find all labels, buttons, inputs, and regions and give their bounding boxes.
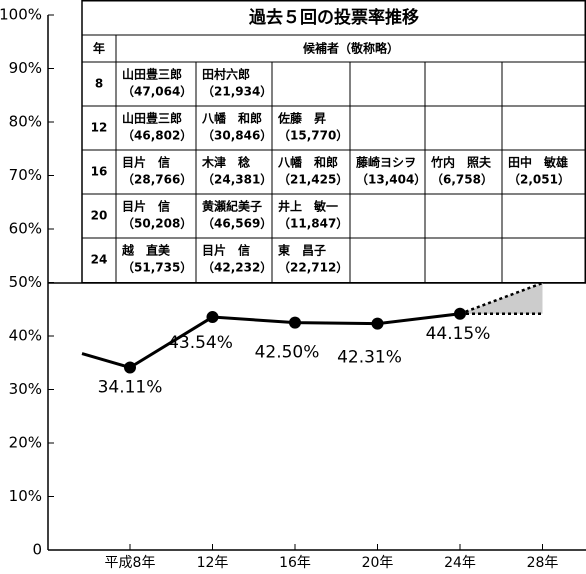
value-label: 42.31% bbox=[337, 348, 402, 368]
candidate-name: 八幡 和郎 bbox=[201, 111, 262, 126]
candidate-votes: （2,051） bbox=[508, 172, 570, 187]
candidate-votes: （46,802） bbox=[122, 128, 192, 143]
candidate-votes: （6,758） bbox=[431, 172, 493, 187]
y-tick-label: 40% bbox=[9, 327, 42, 345]
candidate-name: 山田豊三郎 bbox=[122, 111, 182, 126]
y-tick-label: 70% bbox=[9, 166, 42, 184]
candidate-votes: （42,232） bbox=[202, 260, 272, 275]
candidate-votes: （13,404） bbox=[356, 172, 426, 187]
candidate-votes: （47,064） bbox=[122, 84, 192, 99]
y-tick-label: 30% bbox=[9, 380, 42, 398]
value-label: 34.11% bbox=[98, 378, 163, 398]
y-tick-label: 100% bbox=[0, 6, 42, 24]
lead-in bbox=[81, 352, 131, 369]
point bbox=[124, 361, 136, 374]
candidate-name: 田村六郎 bbox=[202, 67, 250, 82]
candidate-votes: （21,934） bbox=[202, 84, 272, 99]
point bbox=[454, 307, 466, 320]
projection-edge bbox=[459, 281, 543, 315]
y-tick-label: 10% bbox=[9, 487, 42, 505]
candidate-votes: （24,381） bbox=[202, 172, 272, 187]
value-label: 42.50% bbox=[255, 343, 320, 363]
candidate-votes: （46,569） bbox=[202, 216, 272, 231]
year-cell: 20 bbox=[91, 209, 108, 223]
y-tick-label: 50% bbox=[9, 273, 42, 291]
candidate-name: 藤崎ヨシヲ bbox=[355, 155, 416, 170]
candidate-votes: （21,425） bbox=[278, 172, 348, 187]
year-cell: 24 bbox=[91, 253, 108, 267]
table-header: 候補者（敬称略） bbox=[303, 41, 399, 56]
candidate-name: 東 昌子 bbox=[278, 243, 326, 258]
year-cell: 8 bbox=[95, 77, 103, 91]
candidate-name: 山田豊三郎 bbox=[122, 67, 182, 82]
candidate-name: 佐藤 昇 bbox=[277, 111, 326, 126]
y-tick-label: 0 bbox=[32, 541, 42, 559]
candidate-name: 目片 信 bbox=[122, 199, 170, 214]
point bbox=[371, 317, 384, 330]
candidate-name: 田中 敏雄 bbox=[508, 155, 568, 170]
candidate-votes: （51,735） bbox=[122, 260, 192, 275]
candidate-votes: （22,712） bbox=[278, 260, 348, 275]
year-cell: 12 bbox=[91, 121, 108, 135]
x-tick-label: 24年 bbox=[444, 555, 476, 571]
table-header: 年 bbox=[93, 41, 105, 56]
table-frame bbox=[81, 0, 586, 284]
y-tick-label: 80% bbox=[9, 113, 42, 131]
candidate-votes: （11,847） bbox=[278, 216, 348, 231]
candidate-votes: （15,770） bbox=[278, 128, 348, 143]
y-tick-label: 60% bbox=[9, 220, 42, 238]
point bbox=[206, 311, 219, 324]
candidate-votes: （28,766） bbox=[122, 172, 192, 187]
candidate-name: 木津 稔 bbox=[201, 155, 250, 170]
candidate-name: 越 直美 bbox=[121, 243, 171, 258]
candidate-votes: （30,846） bbox=[202, 128, 272, 143]
x-tick-label: 平成8年 bbox=[105, 555, 156, 571]
x-tick-label: 28年 bbox=[527, 555, 559, 571]
candidate-votes: （50,208） bbox=[122, 216, 192, 231]
value-label: 44.15% bbox=[426, 324, 491, 344]
candidate-name: 目片 信 bbox=[202, 243, 250, 258]
candidate-name: 黄瀬紀美子 bbox=[202, 199, 262, 214]
x-tick-label: 20年 bbox=[362, 555, 394, 571]
point bbox=[289, 316, 301, 329]
y-tick-label: 20% bbox=[9, 434, 42, 452]
candidate-name: 井上 敏一 bbox=[278, 199, 338, 214]
candidate-name: 目片 信 bbox=[122, 155, 170, 170]
candidate-name: 竹内 照夫 bbox=[430, 155, 492, 170]
x-tick-label: 16年 bbox=[279, 555, 311, 571]
year-cell: 16 bbox=[91, 165, 108, 179]
value-label: 43.54% bbox=[168, 333, 233, 353]
x-tick-label: 12年 bbox=[197, 555, 229, 571]
table-title: 過去５回の投票率推移 bbox=[249, 7, 419, 28]
candidate-name: 八幡 和郎 bbox=[277, 155, 338, 170]
y-tick-label: 90% bbox=[9, 59, 42, 77]
